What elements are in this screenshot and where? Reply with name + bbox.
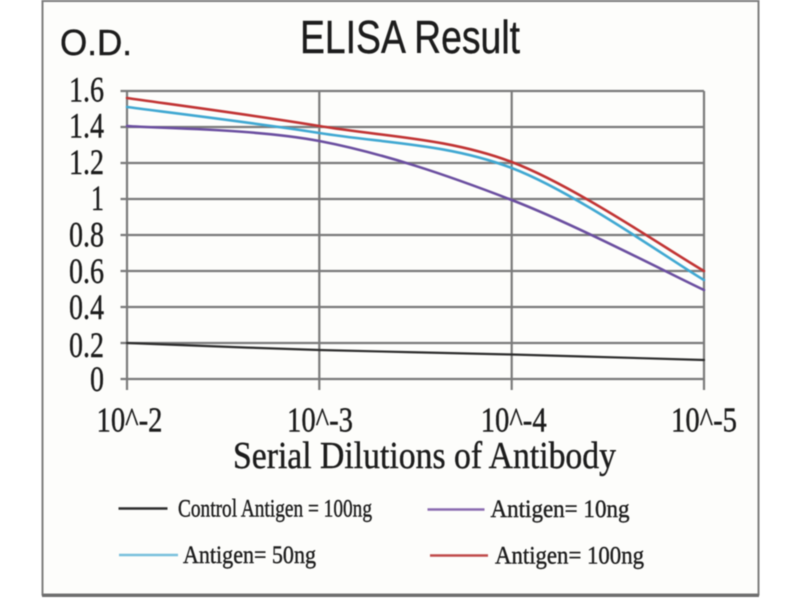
svg-text:0.6: 0.6: [69, 251, 104, 291]
svg-text:10^-5: 10^-5: [671, 401, 737, 440]
svg-text:O.D.: O.D.: [60, 22, 132, 63]
svg-text:1.6: 1.6: [69, 70, 104, 110]
svg-text:Antigen= 100ng: Antigen= 100ng: [495, 543, 644, 570]
svg-text:10^-2: 10^-2: [97, 401, 163, 440]
svg-text:Control Antigen = 100ng: Control Antigen = 100ng: [178, 496, 372, 523]
svg-text:Antigen= 10ng: Antigen= 10ng: [491, 496, 630, 523]
svg-text:1.4: 1.4: [69, 106, 104, 146]
svg-text:1: 1: [91, 178, 104, 218]
svg-text:0.8: 0.8: [69, 215, 104, 255]
svg-text:10^-4: 10^-4: [481, 401, 547, 440]
svg-text:ELISA Result: ELISA Result: [300, 11, 520, 63]
svg-text:1.2: 1.2: [69, 142, 104, 182]
svg-text:0: 0: [90, 359, 104, 399]
svg-text:Serial Dilutions of Antibody: Serial Dilutions of Antibody: [233, 435, 616, 477]
svg-text:0.2: 0.2: [69, 325, 104, 365]
svg-text:10^-3: 10^-3: [287, 401, 353, 440]
svg-text:0.4: 0.4: [69, 287, 104, 327]
svg-text:Antigen= 50ng: Antigen= 50ng: [183, 542, 316, 569]
